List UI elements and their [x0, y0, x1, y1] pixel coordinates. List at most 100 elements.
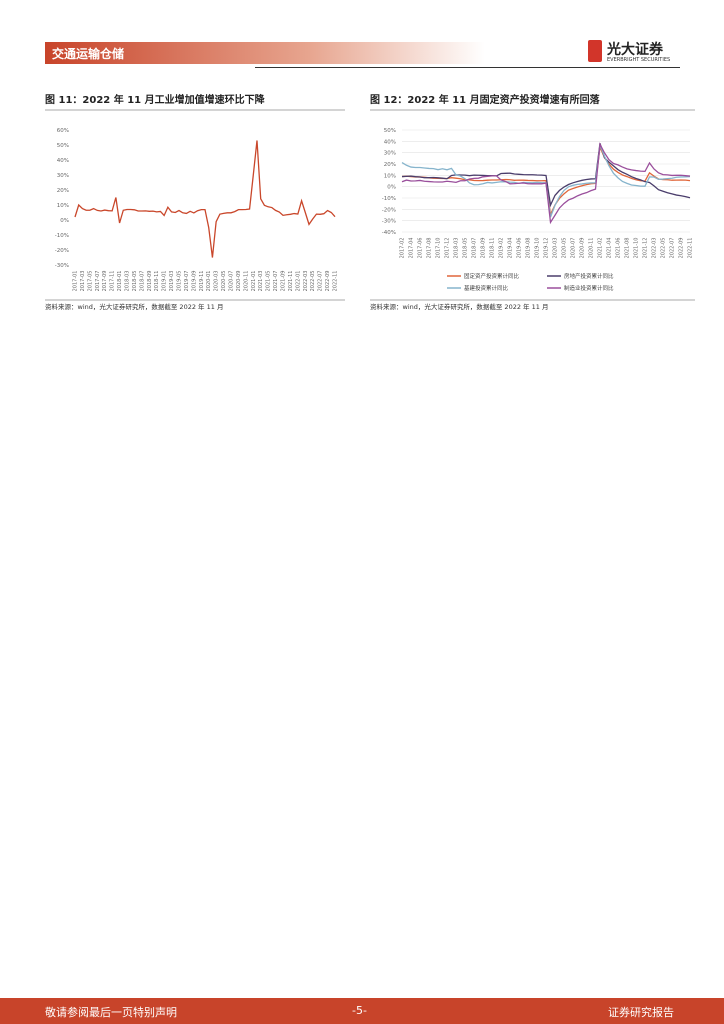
x-tick-label: 2017-06	[418, 238, 424, 259]
footer-doc-type: 证券研究报告	[608, 1006, 674, 1019]
x-tick-label: 2018-07	[139, 271, 145, 292]
series-line	[401, 144, 691, 217]
x-tick-label: 2021-03	[258, 271, 264, 292]
x-tick-label: 2019-11	[199, 271, 205, 292]
x-tick-label: 2022-03	[652, 238, 658, 259]
x-tick-label: 2019-06	[517, 238, 523, 259]
x-tick-label: 2022-11	[333, 271, 339, 292]
series-line	[74, 140, 336, 258]
y-tick-label: 0%	[387, 185, 396, 191]
legend-label: 固定资产投资累计同比	[464, 272, 520, 280]
x-tick-label: 2022-01	[295, 271, 301, 292]
figure-title: 图 12：2022 年 11 月固定资产投资增速有所回落	[370, 93, 601, 106]
x-tick-label: 2022-03	[303, 271, 309, 292]
x-tick-label: 2022-09	[325, 271, 331, 292]
x-tick-label: 2017-07	[95, 271, 101, 292]
x-tick-label: 2018-03	[125, 271, 131, 292]
x-tick-label: 2020-07	[229, 271, 235, 292]
x-tick-label: 2018-05	[132, 271, 138, 292]
x-tick-label: 2017-03	[80, 271, 86, 292]
x-tick-label: 2017-04	[409, 238, 415, 259]
x-tick-label: 2021-04	[607, 238, 613, 259]
x-tick-label: 2018-01	[117, 271, 123, 292]
y-tick-label: 40%	[57, 158, 69, 164]
y-tick-label: 30%	[384, 151, 396, 157]
footer-bar	[0, 998, 724, 1024]
x-tick-label: 2019-07	[184, 271, 190, 292]
x-tick-label: 2020-05	[221, 271, 227, 292]
x-tick-label: 2022-09	[679, 238, 685, 259]
x-tick-label: 2019-01	[162, 271, 168, 292]
footer-disclaimer: 敬请参阅最后一页特别声明	[45, 1006, 177, 1019]
x-tick-label: 2020-03	[214, 271, 220, 292]
x-tick-label: 2019-02	[499, 238, 505, 259]
x-tick-label: 2019-10	[535, 238, 541, 259]
y-tick-label: -40%	[382, 230, 396, 236]
y-tick-label: 50%	[57, 143, 69, 149]
x-tick-label: 2018-09	[481, 238, 487, 259]
y-tick-label: 10%	[384, 173, 396, 179]
x-tick-label: 2017-12	[445, 238, 451, 259]
y-tick-label: 0%	[60, 218, 69, 224]
x-tick-label: 2021-02	[598, 238, 604, 259]
legend-label: 制造业投资累计同比	[564, 284, 614, 292]
brand-en: EVERBRIGHT SECURITIES	[607, 57, 671, 63]
header-bar	[45, 42, 485, 64]
x-tick-label: 2019-04	[508, 238, 514, 259]
x-tick-label: 2021-01	[251, 271, 257, 292]
x-tick-label: 2021-10	[634, 238, 640, 259]
x-tick-label: 2017-02	[400, 238, 406, 259]
source: 资料来源：wind，光大证券研究所，数据截至 2022 年 11 月	[370, 302, 548, 311]
x-tick-label: 2019-03	[169, 271, 175, 292]
y-tick-label: 30%	[57, 173, 69, 179]
x-tick-label: 2021-09	[281, 271, 287, 292]
y-tick-label: 20%	[57, 188, 69, 194]
x-tick-label: 2022-05	[310, 271, 316, 292]
y-tick-label: -20%	[55, 248, 69, 254]
series-line	[401, 143, 691, 208]
x-tick-label: 2019-08	[526, 238, 532, 259]
legend-label: 基建投资累计同比	[464, 284, 509, 292]
legend-label: 房地产投资累计同比	[564, 272, 614, 280]
x-tick-label: 2018-09	[147, 271, 153, 292]
x-tick-label: 2022-05	[661, 238, 667, 259]
x-tick-label: 2020-09	[580, 238, 586, 259]
x-tick-label: 2018-03	[454, 238, 460, 259]
y-tick-label: 20%	[384, 162, 396, 168]
x-tick-label: 2018-11	[154, 271, 160, 292]
footer-page: -5-	[352, 1004, 367, 1017]
x-tick-label: 2020-11	[243, 271, 249, 292]
header-rule	[255, 67, 680, 68]
y-tick-label: 60%	[57, 128, 69, 134]
x-tick-label: 2017-11	[110, 271, 116, 292]
x-tick-label: 2019-09	[191, 271, 197, 292]
x-tick-label: 2018-11	[490, 238, 496, 259]
x-tick-label: 2021-05	[266, 271, 272, 292]
x-tick-label: 2022-07	[670, 238, 676, 259]
y-tick-label: 10%	[57, 203, 69, 209]
x-tick-label: 2020-03	[553, 238, 559, 259]
x-tick-label: 2019-05	[177, 271, 183, 292]
x-tick-label: 2017-08	[427, 238, 433, 259]
x-tick-label: 2021-08	[625, 238, 631, 259]
header-section: 交通运输仓储	[52, 47, 125, 61]
x-tick-label: 2020-11	[589, 238, 595, 259]
x-tick-label: 2021-06	[616, 238, 622, 259]
y-tick-label: 50%	[384, 128, 396, 134]
x-tick-label: 2020-01	[206, 271, 212, 292]
x-tick-label: 2021-07	[273, 271, 279, 292]
x-tick-label: 2017-05	[87, 271, 93, 292]
x-tick-label: 2019-12	[544, 238, 550, 259]
charts: 图 11：2022 年 11 月工业增加值增速环比下降资料来源：wind，光大证…	[45, 93, 695, 311]
figure-title: 图 11：2022 年 11 月工业增加值增速环比下降	[45, 93, 266, 106]
series-line	[401, 142, 691, 225]
y-tick-label: -10%	[55, 233, 69, 239]
y-tick-label: -10%	[382, 196, 396, 202]
brand: 光大证券	[607, 42, 663, 58]
x-tick-label: 2017-01	[73, 271, 79, 292]
x-tick-label: 2020-09	[236, 271, 242, 292]
x-tick-label: 2020-07	[571, 238, 577, 259]
x-tick-label: 2021-12	[643, 238, 649, 259]
x-tick-label: 2017-10	[436, 238, 442, 259]
